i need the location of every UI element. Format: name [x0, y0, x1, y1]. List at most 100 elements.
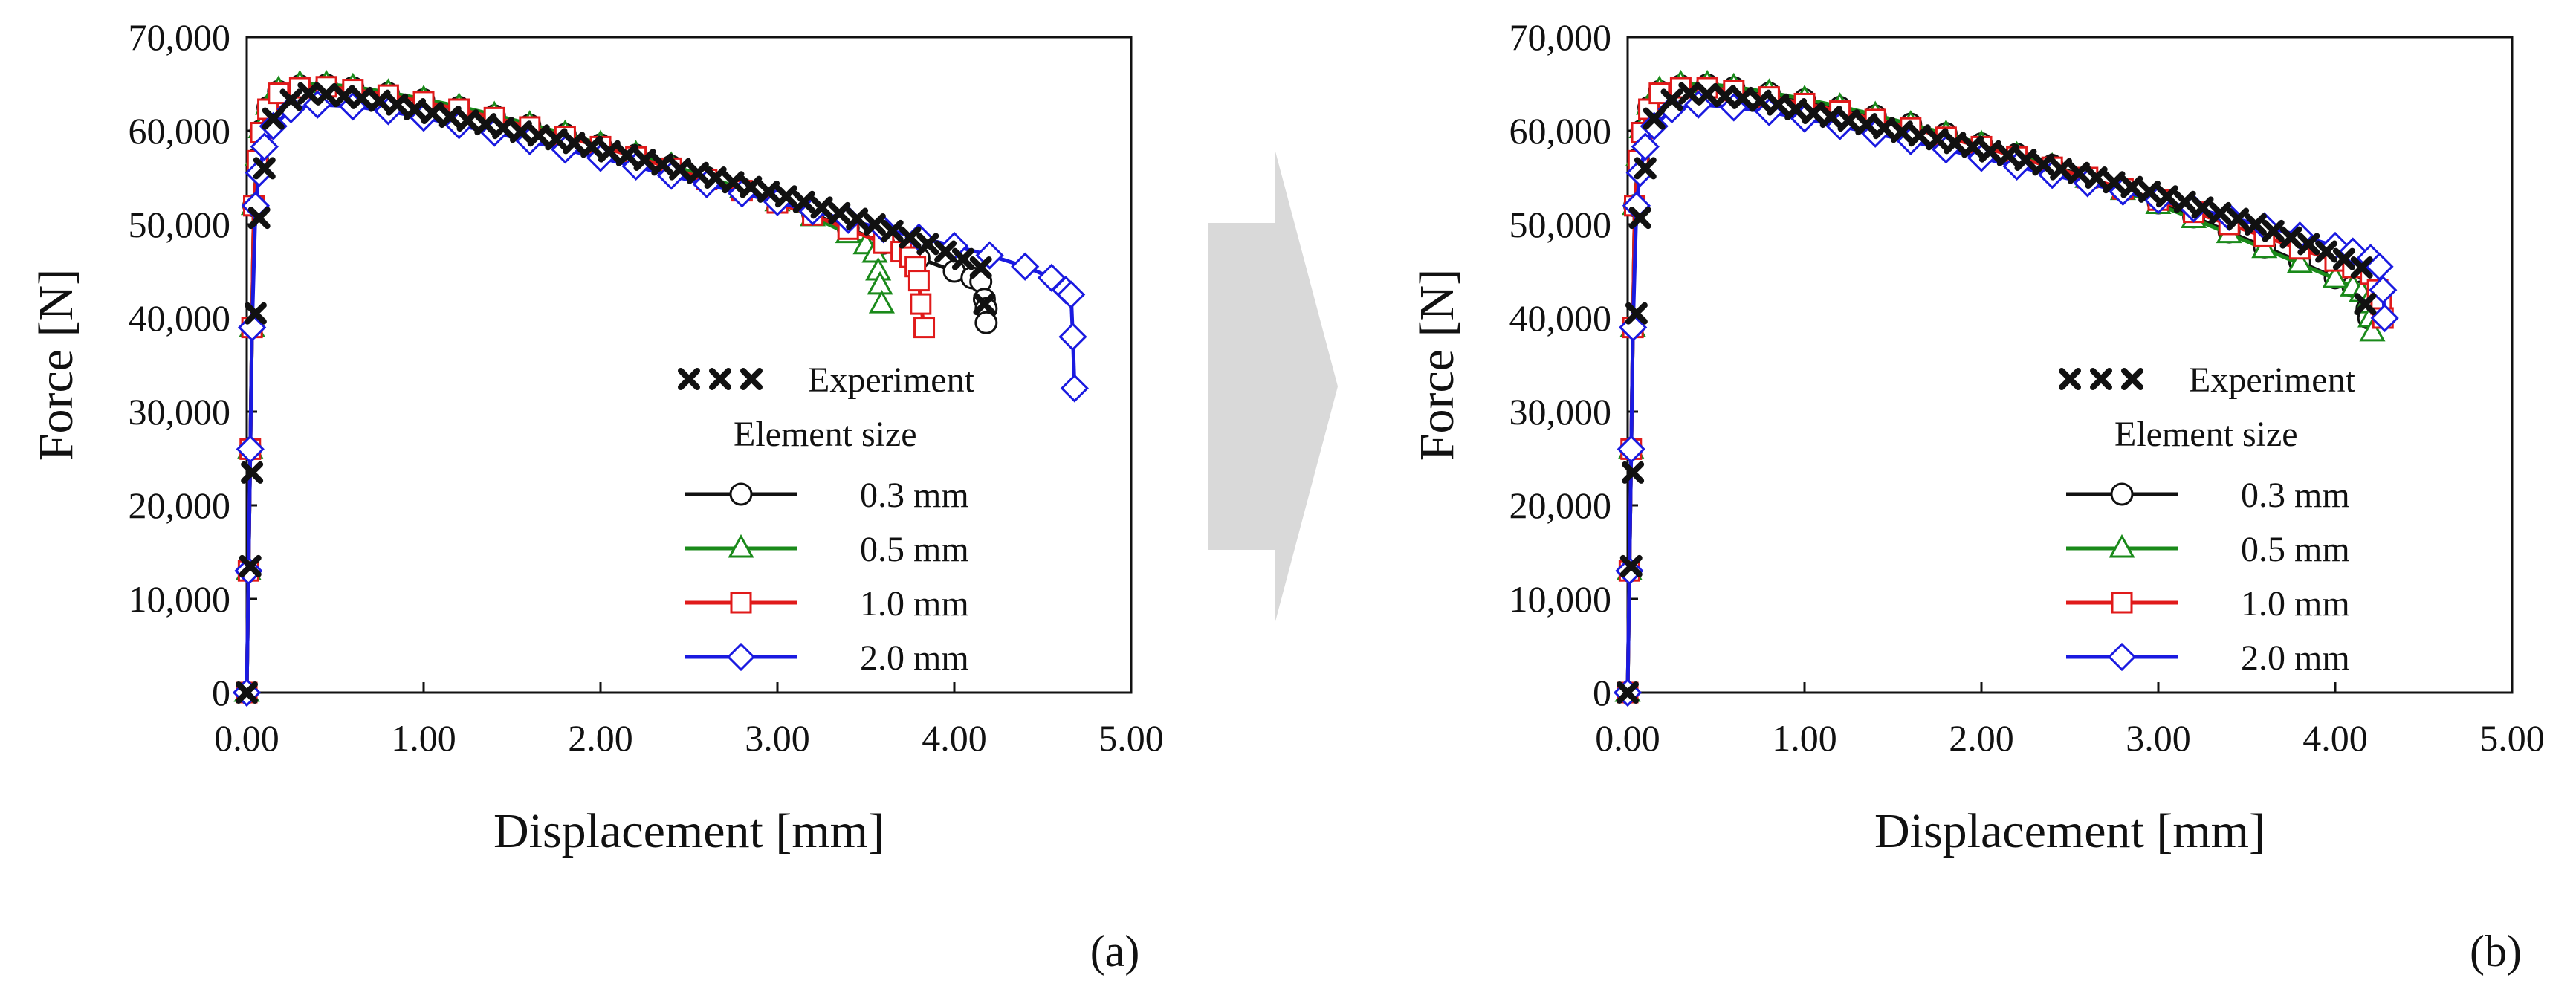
panel-label: (a) — [1090, 927, 1140, 976]
y-axis-label: Force [N] — [29, 269, 83, 461]
data-point — [2279, 226, 2302, 249]
data-point — [2332, 247, 2355, 270]
x-axis-label: Displacement [mm] — [1874, 804, 2265, 858]
data-point — [580, 135, 603, 158]
legend-entry: 0.5 mm — [685, 530, 969, 569]
legend-entry-experiment: Experiment — [678, 360, 975, 400]
data-point — [474, 113, 497, 136]
data-point — [740, 175, 763, 198]
data-point — [1784, 98, 1808, 121]
legend-entry: 0.5 mm — [2066, 530, 2350, 569]
data-point — [1628, 207, 1651, 230]
data-point — [1961, 135, 1984, 158]
legend-label: 2.0 mm — [860, 638, 969, 678]
data-point — [722, 171, 745, 194]
data-point — [2050, 158, 2073, 181]
legend-marker — [729, 482, 753, 506]
legend-marker — [2121, 368, 2143, 390]
data-point — [2103, 171, 2126, 194]
data-point — [1622, 461, 1645, 484]
data-point — [934, 240, 957, 263]
legend-marker — [2110, 482, 2134, 506]
data-point — [386, 93, 409, 116]
legend-marker — [709, 368, 731, 390]
data-point — [1749, 89, 1772, 112]
data-point — [1855, 113, 1878, 136]
y-tick-label: 70,000 — [129, 16, 231, 58]
data-point — [456, 109, 479, 132]
data-point — [239, 554, 262, 577]
y-tick-label: 0 — [212, 672, 230, 713]
legend-title: Element size — [2114, 415, 2298, 454]
data-point — [2173, 190, 2196, 213]
data-point — [757, 180, 780, 203]
chart-panel-b: 0 10,000 20,000 30,000 40,000 50,000 60,000 70,… — [1410, 16, 2545, 976]
data-point — [704, 166, 727, 189]
x-tick-label: 2.00 — [1949, 717, 2014, 759]
data-point — [907, 270, 930, 292]
data-point — [1617, 681, 1639, 704]
y-tick-label: 60,000 — [1509, 110, 1612, 152]
data-point — [1617, 435, 1645, 464]
data-point — [651, 153, 674, 176]
data-point — [2262, 219, 2285, 242]
y-tick-label: 30,000 — [1509, 391, 1612, 432]
data-point — [259, 111, 288, 140]
data-point — [1802, 102, 1825, 125]
data-point — [686, 161, 709, 184]
data-point — [1819, 106, 1842, 129]
x-tick-label: 1.00 — [391, 717, 456, 759]
x-tick-label: 4.00 — [922, 717, 987, 759]
data-point — [253, 157, 276, 180]
data-point — [2191, 196, 2214, 219]
data-point — [633, 149, 656, 172]
data-point — [828, 201, 851, 224]
legend: Experiment Element size 0.3 mm 0.5 mm 1.0 mm… — [2059, 360, 2356, 678]
data-point — [669, 158, 692, 181]
panel-label: (b) — [2470, 927, 2522, 976]
data-point — [615, 143, 638, 166]
data-point — [2067, 161, 2090, 184]
legend-title: Element size — [734, 415, 917, 454]
legend-label: 0.3 mm — [860, 476, 969, 515]
data-point — [2120, 175, 2143, 198]
y-tick-label: 40,000 — [1509, 297, 1612, 339]
legend-entry: 1.0 mm — [2066, 584, 2350, 623]
legend-label: 0.3 mm — [2241, 476, 2350, 515]
legend-entry-experiment: Experiment — [2059, 360, 2356, 400]
legend-label: 1.0 mm — [2241, 584, 2350, 623]
series-experiment — [236, 82, 996, 704]
data-point — [509, 120, 532, 143]
data-point — [332, 85, 355, 108]
plot-frame — [1626, 36, 2514, 694]
x-axis-label: Displacement [mm] — [493, 804, 884, 858]
data-point — [368, 89, 391, 112]
legend-label: 0.5 mm — [860, 530, 969, 569]
data-point — [1643, 107, 1666, 130]
data-point — [2085, 166, 2108, 189]
data-point — [974, 311, 998, 334]
transition-arrow-icon — [1208, 149, 1338, 624]
legend-marker — [728, 534, 754, 558]
x-tick-label: 5.00 — [2479, 717, 2545, 759]
y-tick-label: 50,000 — [129, 204, 231, 245]
legend: Experiment Element size 0.3 mm 0.5 mm 1.0 mm… — [678, 360, 975, 678]
data-point — [1011, 252, 1040, 281]
legend-marker — [2059, 368, 2081, 390]
data-point — [951, 247, 974, 270]
data-point — [1978, 140, 2001, 163]
data-point — [244, 302, 267, 325]
data-point — [2138, 180, 2161, 203]
data-point — [1634, 157, 1657, 180]
data-point — [2286, 249, 2313, 273]
data-point — [1678, 82, 1701, 105]
data-point — [2354, 293, 2377, 316]
y-tick-label: 0 — [1593, 672, 1611, 713]
data-point — [1056, 280, 1086, 309]
data-point — [350, 86, 373, 109]
data-point — [563, 132, 586, 155]
data-point — [2315, 240, 2338, 263]
data-point — [910, 293, 932, 315]
legend-marker — [730, 592, 752, 614]
data-point — [404, 98, 427, 121]
